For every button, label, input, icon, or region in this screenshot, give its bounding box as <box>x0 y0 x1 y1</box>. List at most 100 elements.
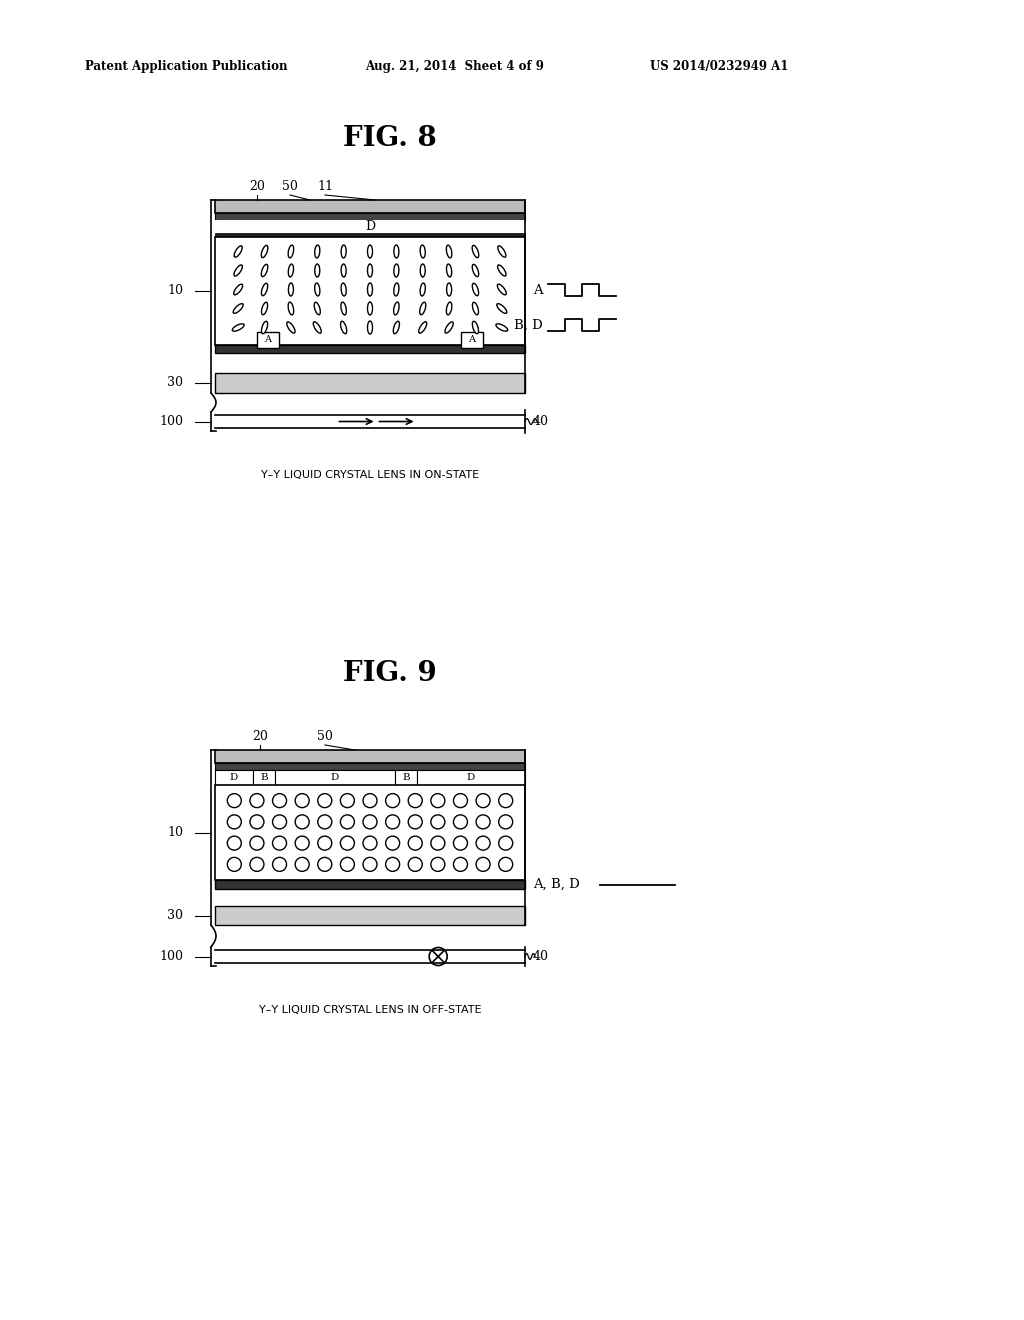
Circle shape <box>227 858 242 871</box>
Bar <box>215 770 253 785</box>
Text: 11: 11 <box>317 180 333 193</box>
Circle shape <box>454 836 468 850</box>
Circle shape <box>317 836 332 850</box>
Circle shape <box>431 793 444 808</box>
Circle shape <box>250 836 264 850</box>
Text: B: B <box>260 774 268 781</box>
Circle shape <box>317 858 332 871</box>
Text: FIG. 9: FIG. 9 <box>343 660 437 686</box>
Text: 10: 10 <box>167 285 183 297</box>
Circle shape <box>362 836 377 850</box>
Circle shape <box>340 836 354 850</box>
Bar <box>215 880 525 888</box>
Text: Patent Application Publication: Patent Application Publication <box>85 59 288 73</box>
Circle shape <box>340 814 354 829</box>
Ellipse shape <box>368 264 373 277</box>
Circle shape <box>386 793 399 808</box>
Ellipse shape <box>314 246 319 257</box>
Circle shape <box>340 793 354 808</box>
Circle shape <box>227 836 242 850</box>
Text: 50: 50 <box>317 730 333 743</box>
Ellipse shape <box>498 246 506 257</box>
Circle shape <box>409 793 422 808</box>
Ellipse shape <box>261 246 268 257</box>
Text: A, B, D: A, B, D <box>534 878 580 891</box>
Circle shape <box>476 858 490 871</box>
Text: Aug. 21, 2014  Sheet 4 of 9: Aug. 21, 2014 Sheet 4 of 9 <box>365 59 544 73</box>
Bar <box>215 201 525 213</box>
Text: D: D <box>331 774 339 781</box>
Circle shape <box>227 793 242 808</box>
Text: A: A <box>264 335 271 345</box>
Ellipse shape <box>314 302 321 314</box>
Text: B, D: B, D <box>514 318 543 331</box>
Circle shape <box>295 814 309 829</box>
Bar <box>215 750 525 763</box>
Ellipse shape <box>472 246 479 257</box>
Ellipse shape <box>261 264 267 277</box>
Ellipse shape <box>472 302 478 314</box>
Ellipse shape <box>289 264 294 277</box>
Circle shape <box>499 814 513 829</box>
Ellipse shape <box>289 282 294 296</box>
Ellipse shape <box>232 323 244 331</box>
Circle shape <box>409 836 422 850</box>
Ellipse shape <box>420 264 425 277</box>
Bar <box>253 770 275 785</box>
Circle shape <box>454 814 468 829</box>
Ellipse shape <box>234 246 243 257</box>
Ellipse shape <box>419 322 427 333</box>
Ellipse shape <box>420 302 426 314</box>
Circle shape <box>476 793 490 808</box>
Ellipse shape <box>420 246 425 257</box>
Circle shape <box>476 814 490 829</box>
Circle shape <box>409 814 422 829</box>
Text: D: D <box>229 774 239 781</box>
Bar <box>461 333 483 348</box>
Ellipse shape <box>287 322 295 333</box>
Bar <box>215 374 525 393</box>
Circle shape <box>250 858 264 871</box>
Circle shape <box>386 814 399 829</box>
Ellipse shape <box>496 323 508 331</box>
Ellipse shape <box>288 302 294 315</box>
Text: 20: 20 <box>252 730 268 743</box>
Circle shape <box>250 814 264 829</box>
Ellipse shape <box>314 282 319 296</box>
Ellipse shape <box>394 246 399 257</box>
Ellipse shape <box>288 246 294 257</box>
Circle shape <box>499 836 513 850</box>
Ellipse shape <box>261 302 267 314</box>
Ellipse shape <box>314 264 319 277</box>
Ellipse shape <box>446 302 452 315</box>
Text: 50: 50 <box>282 180 298 193</box>
Ellipse shape <box>313 322 322 333</box>
Ellipse shape <box>233 304 243 313</box>
Circle shape <box>431 814 444 829</box>
Text: A: A <box>534 284 543 297</box>
Text: 100: 100 <box>159 414 183 428</box>
Circle shape <box>272 858 287 871</box>
Ellipse shape <box>498 284 506 294</box>
Ellipse shape <box>261 321 267 334</box>
Circle shape <box>295 858 309 871</box>
Bar <box>215 785 525 880</box>
Ellipse shape <box>368 321 373 334</box>
Text: D: D <box>467 774 475 781</box>
Text: Y–Y LIQUID CRYSTAL LENS IN OFF-STATE: Y–Y LIQUID CRYSTAL LENS IN OFF-STATE <box>259 1005 481 1015</box>
Text: 20: 20 <box>249 180 265 193</box>
Ellipse shape <box>233 265 243 276</box>
Text: 30: 30 <box>167 376 183 389</box>
Text: FIG. 8: FIG. 8 <box>343 125 437 152</box>
Circle shape <box>454 858 468 871</box>
Text: D: D <box>365 220 375 234</box>
Circle shape <box>272 814 287 829</box>
Ellipse shape <box>472 321 478 334</box>
Circle shape <box>340 858 354 871</box>
Circle shape <box>272 793 287 808</box>
Circle shape <box>272 836 287 850</box>
Text: 10: 10 <box>167 826 183 840</box>
Ellipse shape <box>341 264 346 277</box>
Text: B: B <box>402 774 410 781</box>
Circle shape <box>295 836 309 850</box>
